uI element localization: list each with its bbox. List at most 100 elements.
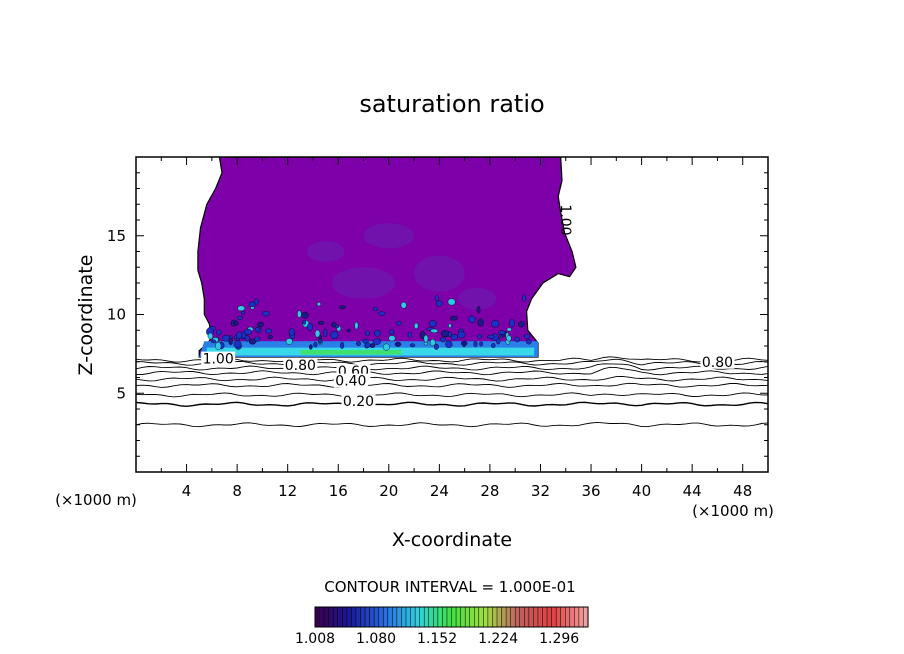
cell	[449, 315, 458, 321]
contour-line	[136, 382, 768, 388]
cell	[440, 336, 446, 343]
colorbar-frame	[314, 606, 589, 628]
colorbar-segment	[537, 606, 544, 628]
cell	[400, 301, 407, 309]
cell	[396, 320, 402, 326]
colorbar-segment	[314, 606, 321, 628]
colorbar-segment	[423, 606, 430, 628]
colorbar-segment	[574, 606, 580, 628]
cell	[307, 323, 314, 331]
cell	[346, 329, 351, 333]
cell	[267, 334, 273, 340]
colorbar-segment	[483, 606, 489, 628]
contour-line	[136, 375, 768, 382]
cloud-base-band	[199, 294, 538, 358]
colorbar-segment	[569, 606, 575, 628]
contour-label: 0.20	[343, 394, 374, 410]
colorbar-segment	[542, 606, 548, 628]
colorbar-segment	[364, 606, 371, 628]
contour-line	[136, 401, 768, 408]
colorbar-segment	[469, 606, 475, 628]
cell	[364, 342, 371, 349]
cell	[479, 341, 483, 347]
contour-line	[136, 366, 768, 376]
cell	[285, 338, 293, 345]
x-tick-label: 28	[480, 482, 499, 500]
cell	[509, 319, 515, 328]
cell	[262, 311, 270, 317]
colorbar-tick-label: 1.152	[417, 631, 457, 647]
colorbar-segment	[346, 606, 352, 628]
cell	[378, 311, 386, 316]
cell	[244, 335, 250, 342]
contour-line	[136, 421, 768, 428]
colorbar-segment	[360, 606, 366, 628]
cell	[428, 320, 437, 328]
colorbar-segment	[560, 606, 566, 628]
x-tick-label: 8	[232, 482, 242, 500]
contour-label-bg	[201, 351, 236, 366]
colorbar-segment	[419, 606, 425, 628]
colorbar-segment	[323, 606, 330, 628]
cell	[248, 301, 257, 308]
y-tick-label: 10	[107, 306, 126, 324]
cell	[430, 328, 439, 333]
cell	[288, 328, 295, 336]
colorbar-segment	[405, 606, 412, 628]
colorbar-segment	[437, 606, 443, 628]
cell	[356, 341, 362, 346]
colorbar-segment	[505, 606, 512, 628]
cell	[523, 333, 531, 339]
cell	[407, 331, 412, 338]
cell	[254, 327, 260, 332]
colorbar-segment	[319, 606, 325, 628]
cell	[241, 310, 246, 315]
cell	[365, 330, 370, 337]
cell	[216, 329, 222, 336]
cell	[498, 330, 506, 335]
cell	[236, 331, 243, 339]
contour-label-bg	[700, 354, 735, 369]
colorbar-segment	[401, 606, 407, 628]
contour-line	[136, 363, 768, 371]
colorbar-segment	[496, 606, 503, 628]
colorbar-segment	[524, 606, 530, 628]
cell	[339, 305, 346, 310]
colorbar-segment	[369, 606, 375, 628]
x-tick-label: 16	[329, 482, 348, 500]
colorbar-segment	[373, 606, 380, 628]
x-axis: 4 8 12 16 20 24 28 32 36 40 44 48	[160, 157, 752, 500]
x-tick-label: 24	[430, 482, 449, 500]
cell	[461, 340, 468, 346]
cell	[448, 323, 452, 328]
contour-line	[136, 392, 768, 398]
cell	[518, 321, 525, 328]
cell	[236, 315, 243, 320]
cell	[409, 343, 416, 348]
cell	[331, 322, 337, 328]
cell	[414, 322, 419, 329]
cell	[318, 338, 323, 344]
contour-label: 0.80	[285, 358, 316, 374]
cell	[243, 328, 252, 336]
colorbar-tick-label: 1.080	[356, 631, 396, 647]
y-axis-label: Z-coordinate	[75, 255, 97, 376]
x-axis-unit-left: (×1000 m)	[55, 491, 137, 509]
cell	[457, 331, 466, 339]
cell	[257, 321, 265, 327]
cell	[374, 329, 381, 337]
cell	[450, 334, 458, 341]
colorbar-segment	[332, 606, 339, 628]
colorbar-segment	[342, 606, 348, 628]
colorbar-tick-label: 1.224	[478, 631, 518, 647]
cell	[297, 310, 302, 318]
colorbar-segment	[501, 606, 507, 628]
x-axis-unit-right: (×1000 m)	[692, 502, 774, 520]
cell	[389, 329, 394, 336]
cell	[373, 307, 378, 312]
plume-shade	[331, 267, 396, 299]
cell	[316, 302, 321, 307]
cell	[434, 294, 439, 302]
cell	[447, 298, 456, 306]
